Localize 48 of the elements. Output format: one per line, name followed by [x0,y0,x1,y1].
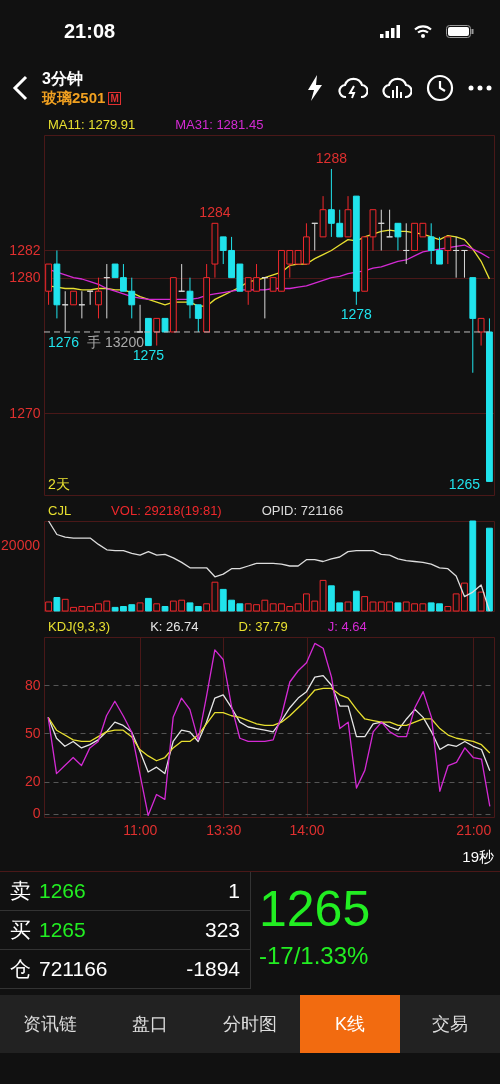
text: 买 [10,917,31,943]
y-tick-label: 20 [24,773,41,790]
x-tick-label: 14:00 [289,821,325,838]
text: OPID: 721166 [261,503,344,518]
text: 1 [228,879,240,903]
y-tick-label: 1280 [9,269,41,286]
text: 20000 [1,537,41,554]
text: MA11: 1279.91 [48,117,136,132]
text: MA31: 1281.45 [175,117,264,132]
text: 盘口 [131,1013,169,1036]
text: 仓 [10,956,31,982]
text: 1265 [259,880,372,938]
chart-subtitle: 玻璃2501 [42,88,106,106]
text: 323 [204,918,240,942]
text: 21:08 [64,19,116,43]
annotation: 1284 [199,204,231,221]
text: 卖 [10,878,31,904]
text: VOL: 29218(19:81) [111,503,222,518]
annotation: 2天 [48,476,70,492]
text: K: 26.74 [150,619,199,634]
text: 19秒 [462,848,494,865]
ref-line-label: 1276 [48,333,80,350]
text: -1894 [186,957,240,981]
annotation: 1278 [340,305,373,322]
text: 721166 [39,957,109,981]
y-tick-label: 1282 [9,241,41,258]
text: K线 [300,995,400,1053]
series-label: J: 4.64 [327,619,367,634]
x-tick-label: 21:00 [456,821,492,838]
text: 交易 [431,1013,469,1036]
x-tick-label: 11:00 [123,821,158,838]
text: 资讯链 [22,1013,78,1036]
text: 分时图 [222,1013,278,1036]
text: D: 37.79 [238,619,288,634]
x-tick-label: 13:30 [206,821,242,838]
chart-title: KDJ(9,3,3) [48,619,111,634]
annotation: 1288 [315,149,348,166]
text: 1266 [39,879,87,903]
text: 1265 [39,918,87,942]
y-tick-label: 80 [24,676,41,693]
annotation: 1265 [448,476,481,492]
y-tick-label: 50 [24,724,41,741]
text: M [108,92,121,106]
chart-title: CJL [48,503,72,518]
chart-title: 3分钟 [42,68,84,88]
y-tick-label: 1270 [9,404,41,421]
text: -17/1.33% [259,942,370,970]
y-tick-label: 0 [32,805,41,822]
